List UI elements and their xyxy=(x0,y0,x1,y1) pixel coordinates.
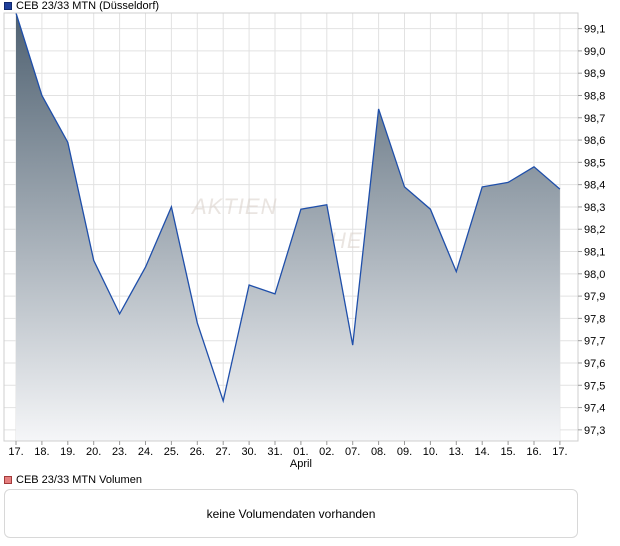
y-tick-label: 97,4 xyxy=(584,403,605,415)
price-legend-label: CEB 23/33 MTN (Düsseldorf) xyxy=(16,0,160,12)
volume-legend-swatch xyxy=(4,476,12,484)
y-tick-label: 97,7 xyxy=(584,336,605,348)
price-line xyxy=(15,12,561,404)
x-tick-label: 24. xyxy=(138,446,153,458)
volume-legend-label: CEB 23/33 MTN Volumen xyxy=(16,474,142,486)
x-tick-label: 14. xyxy=(475,446,490,458)
x-tick-label: 23. xyxy=(112,446,127,458)
volume-empty-message: keine Volumendaten vorhanden xyxy=(206,506,376,521)
y-tick-label: 98,3 xyxy=(584,202,605,214)
y-tick-label: 99,0 xyxy=(584,46,605,58)
x-tick-label: 26. xyxy=(190,446,205,458)
x-tick-label: 27. xyxy=(216,446,231,458)
price-chart: AKTIEN HECK 99,199,098,998,898,798,698,5… xyxy=(3,12,605,470)
x-tick-label: 15. xyxy=(500,446,515,458)
x-tick-label: 31. xyxy=(267,446,282,458)
x-tick-label: 25. xyxy=(164,446,179,458)
price-legend: CEB 23/33 MTN (Düsseldorf) xyxy=(4,0,159,12)
y-tick-label: 98,7 xyxy=(584,113,605,125)
x-tick-label: 16. xyxy=(526,446,541,458)
y-tick-label: 97,5 xyxy=(584,380,605,392)
x-tick-label: 07. xyxy=(345,446,360,458)
x-tick-label: 18. xyxy=(34,446,49,458)
price-area xyxy=(16,13,560,441)
x-tick-label: 02. xyxy=(319,446,334,458)
x-tick-label: 20. xyxy=(86,446,101,458)
y-tick-label: 98,8 xyxy=(584,90,605,102)
y-tick-label: 98,4 xyxy=(584,180,605,192)
x-tick-label: 30. xyxy=(241,446,256,458)
y-tick-label: 98,1 xyxy=(584,247,605,259)
y-tick-label: 97,3 xyxy=(584,425,605,437)
x-tick-label: 19. xyxy=(60,446,75,458)
x-tick-label: 10. xyxy=(423,446,438,458)
y-tick-label: 97,6 xyxy=(584,358,605,370)
y-tick-label: 98,0 xyxy=(584,269,605,281)
x-axis-month-label: April xyxy=(290,458,312,470)
x-tick-label: 09. xyxy=(397,446,412,458)
volume-panel: keine Volumendaten vorhanden xyxy=(4,489,578,538)
x-axis: 17. 18. 19. 20. 23. 24. 25. 26. 27. 30. 31. 01. 02. 0… xyxy=(8,441,568,458)
watermark-text-aktien: AKTIEN xyxy=(190,194,277,219)
plot-frame xyxy=(3,12,579,442)
y-tick-label: 98,2 xyxy=(584,224,605,236)
y-axis: 99,1 99,0 98,9 98,8 98,7 98,6 98,5 98,4 98,3 98,2… xyxy=(578,24,605,437)
y-tick-label: 98,5 xyxy=(584,157,605,169)
x-tick-label: 17. xyxy=(552,446,567,458)
y-tick-label: 98,9 xyxy=(584,68,605,80)
x-tick-label: 13. xyxy=(449,446,464,458)
y-tick-label: 99,1 xyxy=(584,24,605,36)
y-tick-label: 97,8 xyxy=(584,313,605,325)
x-tick-label: 01. xyxy=(293,446,308,458)
volume-legend: CEB 23/33 MTN Volumen xyxy=(4,474,142,486)
price-legend-swatch xyxy=(4,2,12,10)
y-tick-label: 98,6 xyxy=(584,135,605,147)
x-tick-label: 17. xyxy=(8,446,23,458)
y-tick-label: 97,9 xyxy=(584,291,605,303)
x-tick-label: 08. xyxy=(371,446,386,458)
